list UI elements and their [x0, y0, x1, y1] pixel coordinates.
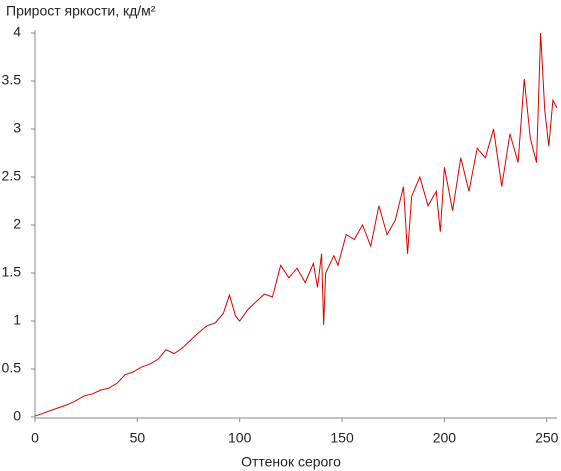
x-tick-label: 100 — [228, 430, 252, 446]
y-tick-label: 2.5 — [2, 168, 22, 184]
y-tick-label: 2 — [13, 216, 21, 232]
x-axis-label: Оттенок серого — [241, 454, 341, 470]
y-tick-label: 0.5 — [2, 360, 22, 376]
y-tick-label: 3 — [13, 120, 21, 136]
line — [34, 32, 558, 417]
y-tick-label: 0 — [13, 408, 21, 424]
chart-title: Прирост яркости, кд/м² — [6, 3, 156, 19]
y-tick-label: 4 — [13, 24, 21, 40]
y-tick-label: 3.5 — [2, 72, 22, 88]
y-tick-label: 1 — [13, 312, 21, 328]
x-tick-label: 150 — [330, 430, 354, 446]
x-tick-label: 0 — [31, 430, 39, 446]
x-tick-label: 250 — [535, 430, 559, 446]
x-tick-label: 200 — [433, 430, 457, 446]
x-tick-label: 50 — [130, 430, 146, 446]
y-tick-label: 1.5 — [2, 264, 22, 280]
